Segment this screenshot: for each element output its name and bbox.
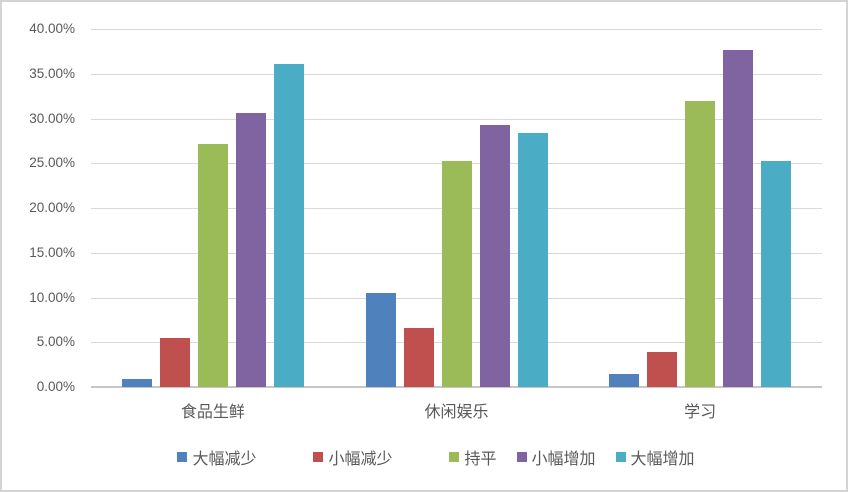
y-axis-tick-label: 15.00% — [29, 244, 75, 260]
gridline — [91, 73, 822, 75]
legend-item: 小幅减少 — [313, 445, 392, 469]
legend-item: 持平 — [449, 445, 497, 469]
bar-大幅减少-休闲娱乐 — [365, 293, 396, 387]
bar-持平-休闲娱乐 — [441, 161, 472, 387]
plot-area — [91, 29, 822, 388]
legend-swatch-icon — [615, 452, 626, 462]
legend-swatch-icon — [177, 452, 188, 462]
bar-大幅增加-食品生鲜 — [273, 63, 304, 387]
bar-大幅增加-学习 — [761, 161, 792, 387]
y-axis-tick-label: 40.00% — [29, 21, 75, 36]
y-axis-tick-label: 20.00% — [29, 200, 75, 215]
bar-小幅减少-食品生鲜 — [159, 337, 190, 387]
legend-label: 大幅增加 — [630, 451, 695, 468]
legend-item: 小幅增加 — [516, 445, 596, 469]
legend-label: 小幅增加 — [531, 451, 596, 468]
bar-持平-食品生鲜 — [197, 144, 228, 387]
bar-小幅增加-学习 — [723, 50, 754, 387]
bar-大幅增加-休闲娱乐 — [517, 132, 548, 387]
y-axis-tick-label: 0.00% — [36, 379, 75, 394]
y-axis-tick-label: 25.00% — [29, 155, 75, 171]
legend-swatch-icon — [313, 452, 324, 462]
bar-大幅减少-学习 — [609, 374, 640, 387]
gridline — [91, 29, 822, 30]
gridline — [91, 118, 822, 120]
legend-label: 持平 — [464, 451, 497, 468]
bar-小幅增加-食品生鲜 — [235, 113, 266, 387]
legend: 大幅减少 小幅减少 持平 小幅增加 大幅增加 — [12, 445, 846, 469]
legend-label: 小幅减少 — [328, 451, 393, 468]
bar-持平-学习 — [685, 100, 716, 387]
y-axis-tick-label: 5.00% — [36, 334, 75, 350]
legend-swatch-icon — [516, 452, 527, 462]
legend-swatch-icon — [449, 452, 460, 462]
legend-item: 大幅减少 — [177, 445, 256, 469]
y-axis: 0.00% 5.00% 10.00% 15.00% 20.00% 25.00% 30.00%… — [2, 2, 78, 490]
bar-小幅增加-休闲娱乐 — [479, 124, 510, 387]
y-axis-tick-label: 30.00% — [29, 110, 75, 126]
bar-小幅减少-休闲娱乐 — [403, 327, 434, 387]
bar-小幅减少-学习 — [647, 352, 678, 387]
category-label: 休闲娱乐 — [424, 404, 489, 421]
category-label: 学习 — [684, 404, 717, 421]
legend-item: 大幅增加 — [615, 445, 695, 469]
y-axis-tick-label: 10.00% — [29, 289, 75, 305]
x-axis-line — [91, 386, 822, 388]
y-axis-tick-label: 35.00% — [29, 65, 75, 81]
x-axis: 食品生鲜 休闲娱乐 学习 — [91, 396, 822, 422]
legend-label: 大幅减少 — [192, 451, 257, 468]
category-label: 食品生鲜 — [180, 404, 245, 421]
bar-大幅减少-食品生鲜 — [121, 378, 152, 387]
